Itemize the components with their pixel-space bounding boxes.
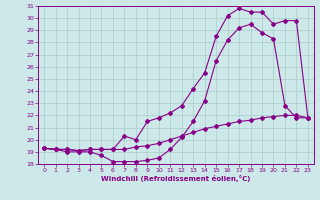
X-axis label: Windchill (Refroidissement éolien,°C): Windchill (Refroidissement éolien,°C) (101, 175, 251, 182)
